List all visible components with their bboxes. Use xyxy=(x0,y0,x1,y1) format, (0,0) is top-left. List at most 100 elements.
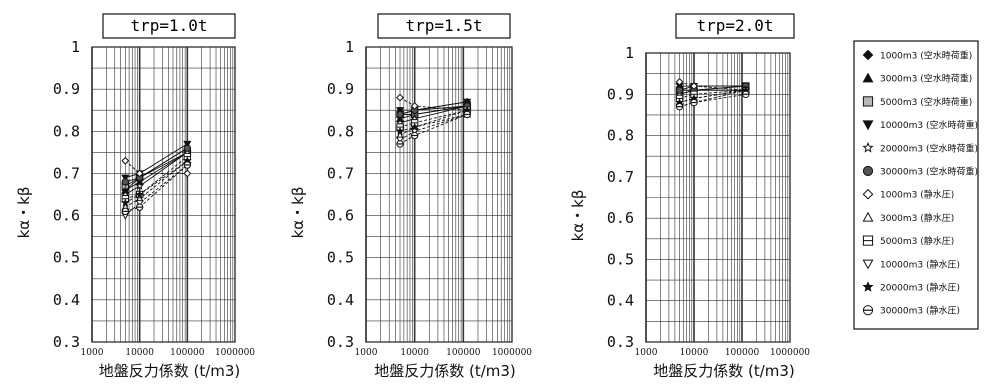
x-tick-label: 1000000 xyxy=(215,348,255,358)
legend-marker xyxy=(862,72,874,83)
x-tick-label: 10000 xyxy=(680,348,709,358)
y-tick-label: 0.4 xyxy=(53,291,80,309)
legend-marker xyxy=(862,165,874,177)
series-6 xyxy=(121,144,192,186)
y-tick-label: 0.8 xyxy=(327,122,354,140)
legend-label: 10000m3 (静水圧) xyxy=(880,258,960,270)
legend-box xyxy=(853,40,979,330)
y-axis-label: kα・kβ xyxy=(569,190,587,242)
chart-title: trp=1.5t xyxy=(405,16,482,35)
legend-label: 1000m3 (静水圧) xyxy=(880,189,954,201)
legend: 1000m3 (空水時荷重) 3000m3 (空水時荷重) 5000m3 (空水時荷… xyxy=(853,40,979,330)
chart-title: trp=1.0t xyxy=(130,16,207,35)
series-line xyxy=(125,156,188,200)
x-tick-label: 100000 xyxy=(170,348,205,358)
y-axis-label: kα・kβ xyxy=(289,187,307,239)
y-tick-label: 0.4 xyxy=(607,292,634,310)
y-tick-label: 0.3 xyxy=(327,333,354,351)
data-point xyxy=(396,93,404,102)
series-12 xyxy=(675,90,750,111)
y-tick-label: 1 xyxy=(625,44,634,62)
y-tick-label: 0.7 xyxy=(607,168,634,186)
legend-label: 10000m3 (空水時荷重) xyxy=(880,119,978,131)
chart-title-box xyxy=(377,13,511,39)
legend-label: 30000m3 (静水圧) xyxy=(880,305,960,317)
series-12 xyxy=(396,110,471,148)
legend-marker xyxy=(862,211,874,222)
legend-marker xyxy=(862,259,874,270)
legend-marker xyxy=(862,49,874,61)
data-point xyxy=(135,189,144,199)
legend-label: 20000m3 (静水圧) xyxy=(880,282,960,294)
legend-label: 5000m3 (空水時荷重) xyxy=(880,96,972,108)
data-point xyxy=(183,169,192,178)
legend-marker xyxy=(862,120,874,131)
chart-title: trp=2.0t xyxy=(696,16,773,35)
legend-marker xyxy=(862,188,874,200)
x-axis-label: 地盤反力係数 (t/m3) xyxy=(374,362,516,380)
x-tick-label: 1000000 xyxy=(492,348,532,358)
y-tick-label: 0.5 xyxy=(607,250,634,268)
y-tick-label: 0.8 xyxy=(607,127,634,145)
data-point xyxy=(675,77,684,86)
x-tick-label: 1000 xyxy=(355,348,378,358)
y-tick-label: 0.6 xyxy=(53,207,80,225)
legend-label: 5000m3 (静水圧) xyxy=(880,235,954,247)
y-tick-label: 0.8 xyxy=(53,122,80,140)
data-point xyxy=(675,86,684,94)
y-tick-label: 0.5 xyxy=(53,249,80,267)
data-point xyxy=(135,199,144,208)
chart-panel-2: trp=1.5t 0.3 0.4 0.5 0.6 0.7 0.8 0.9 1 1000 10000 1… xyxy=(289,13,532,380)
y-tick-label: 0.4 xyxy=(327,291,354,309)
x-tick-label: 1000 xyxy=(81,348,104,358)
data-point xyxy=(395,126,405,135)
y-tick-label: 0.3 xyxy=(607,333,634,351)
data-point xyxy=(395,136,405,144)
legend-label: 3000m3 (静水圧) xyxy=(880,212,954,224)
y-tick-label: 0.6 xyxy=(327,207,354,225)
series-12 xyxy=(121,161,192,216)
x-tick-label: 100000 xyxy=(446,348,481,358)
y-tick-label: 0.5 xyxy=(327,249,354,267)
series-line xyxy=(125,164,188,212)
y-tick-label: 0.9 xyxy=(53,80,80,98)
legend-label: 1000m3 (空水時荷重) xyxy=(880,50,972,62)
data-point xyxy=(410,122,419,131)
data-point xyxy=(121,178,130,186)
chart-title-box xyxy=(675,13,795,39)
data-point xyxy=(121,198,130,207)
legend-marker xyxy=(862,96,874,107)
chart-panel-1: trp=1.0t 0.3 0.4 0.5 0.6 0.7 0.8 0.9 1 1000 10000 1… xyxy=(15,13,255,380)
data-point xyxy=(396,110,404,119)
legend-label: 20000m3 (空水時荷重) xyxy=(880,142,978,154)
data-point xyxy=(690,82,698,90)
x-axis-label: 地盤反力係数 (t/m3) xyxy=(99,362,241,380)
data-point xyxy=(395,107,405,115)
data-point xyxy=(183,144,192,152)
data-point xyxy=(183,140,192,149)
legend-marker xyxy=(862,141,874,153)
x-tick-label: 100000 xyxy=(725,348,760,358)
series-line xyxy=(125,164,188,216)
chart-panel-3: trp=2.0t 0.3 0.4 0.5 0.6 0.7 0.8 0.9 1 1000 10000 1… xyxy=(569,13,810,380)
y-tick-label: 0.9 xyxy=(327,80,354,98)
data-point xyxy=(121,156,130,165)
x-axis-label: 地盤反力係数 (t/m3) xyxy=(653,362,795,380)
x-tick-label: 10000 xyxy=(125,348,154,358)
data-point xyxy=(410,102,419,110)
x-tick-label: 1000000 xyxy=(770,348,810,358)
y-tick-label: 0.6 xyxy=(607,209,634,227)
legend-marker xyxy=(862,281,874,292)
data-point xyxy=(135,181,144,190)
chart-title-box xyxy=(102,13,236,39)
y-tick-label: 1 xyxy=(71,38,80,56)
y-tick-label: 0.3 xyxy=(53,333,80,351)
x-tick-label: 10000 xyxy=(400,348,429,358)
y-tick-label: 1 xyxy=(345,38,354,56)
x-tick-label: 1000 xyxy=(635,348,658,358)
y-tick-label: 0.7 xyxy=(327,164,354,182)
data-point xyxy=(135,169,144,178)
y-axis-label: kα・kβ xyxy=(15,187,33,239)
y-tick-label: 0.9 xyxy=(607,85,634,103)
legend-label: 3000m3 (空水時荷重) xyxy=(880,73,972,85)
